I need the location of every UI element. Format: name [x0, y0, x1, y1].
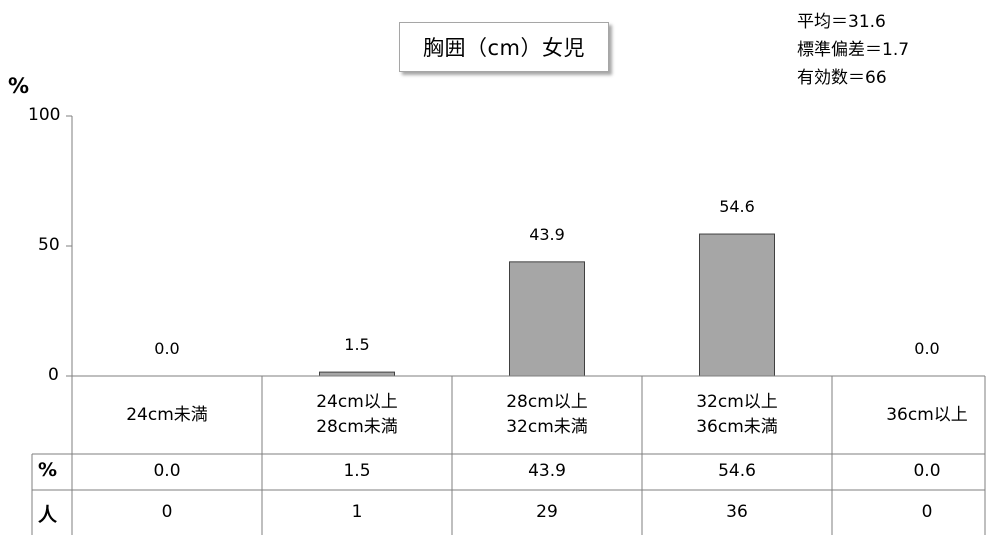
- y-tick-label: 50: [38, 235, 60, 255]
- category-label-line: 36cm以上: [886, 404, 968, 425]
- stat-stddev: 標準偏差＝1.7: [797, 40, 910, 60]
- table-cell: 0: [161, 501, 173, 522]
- category-label-line: 28cm未満: [316, 417, 398, 437]
- stats-box: 平均＝31.6 標準偏差＝1.7 有効数＝66: [797, 8, 909, 92]
- table-cell: 29: [536, 501, 558, 522]
- table-row-header: %: [38, 459, 58, 481]
- bar: [319, 371, 395, 377]
- category-label: 32cm以上 36cm未満: [642, 378, 832, 452]
- y-tick-label: 0: [48, 365, 59, 385]
- category-label-line: 24cm未満: [126, 404, 208, 425]
- table-cell: 1: [351, 501, 363, 522]
- stat-mean: 平均＝31.6: [797, 12, 886, 32]
- table-cell: 43.9: [528, 461, 566, 481]
- bar: [509, 261, 585, 377]
- category-label: 24cm未満: [72, 378, 262, 452]
- y-axis-unit: %: [8, 74, 30, 98]
- y-tick-label: 100: [28, 105, 61, 125]
- category-label-line: 24cm以上: [316, 392, 398, 412]
- table-cell: 54.6: [718, 461, 756, 481]
- category-label: 28cm以上 32cm未満: [452, 378, 642, 452]
- table-cell: 0.0: [153, 461, 181, 481]
- category-label-line: 32cm以上: [696, 392, 778, 412]
- bar-value-label: 0.0: [154, 339, 180, 358]
- bar: [699, 233, 775, 377]
- table-cell: 1.5: [343, 461, 371, 481]
- chart-title: 胸囲（cm）女児: [399, 22, 609, 72]
- table-cell: 0.0: [913, 461, 941, 481]
- category-label-line: 28cm以上: [506, 392, 588, 412]
- category-label: 36cm以上: [832, 378, 995, 452]
- category-label-line: 32cm未満: [506, 417, 588, 437]
- bar-value-label: 54.6: [719, 197, 755, 217]
- category-label-line: 36cm未満: [696, 417, 778, 437]
- table-row-header: 人: [38, 503, 58, 526]
- bar-value-label: 1.5: [344, 335, 370, 355]
- table-cell: 36: [726, 501, 748, 522]
- bar-value-label: 0.0: [914, 339, 940, 358]
- category-label: 24cm以上 28cm未満: [262, 378, 452, 452]
- stat-count: 有効数＝66: [797, 68, 887, 88]
- chart-title-text: 胸囲（cm）女児: [422, 36, 585, 60]
- table-cell: 0: [921, 501, 933, 522]
- bar-value-label: 43.9: [529, 224, 565, 244]
